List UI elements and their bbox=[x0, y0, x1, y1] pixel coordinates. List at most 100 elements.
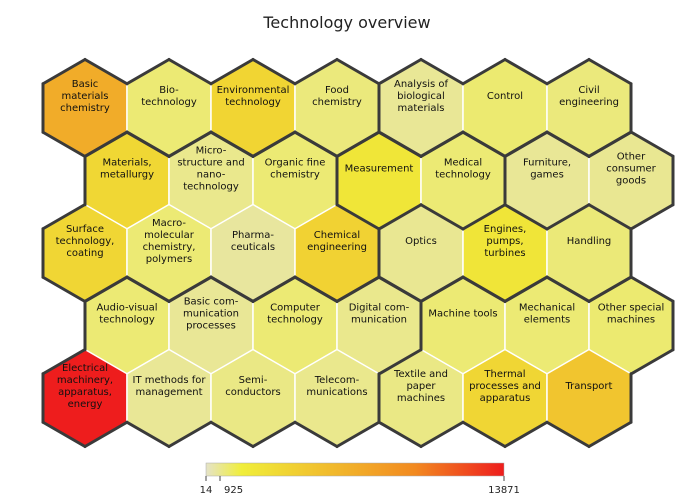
hex-label-line: apparatus, bbox=[58, 387, 112, 398]
group-border-edge bbox=[251, 58, 297, 86]
group-border-edge bbox=[419, 275, 465, 303]
group-border-edge bbox=[209, 420, 255, 448]
group-border-edge bbox=[293, 58, 339, 86]
hex-label-line: paper bbox=[406, 381, 436, 392]
group-border-edge bbox=[377, 58, 423, 86]
hex-label: Civil engineering bbox=[559, 85, 619, 108]
hex-label-line: chemistry bbox=[60, 103, 110, 114]
hex-label-line: goods bbox=[616, 176, 646, 187]
hex-label-line: Measurement bbox=[345, 164, 414, 175]
group-border-edge bbox=[587, 275, 633, 303]
hex-label: Macro-molecular chemistry, polymers bbox=[143, 218, 196, 265]
hex-label-line: Furniture, bbox=[523, 158, 571, 169]
hex-label-line: Semi- bbox=[239, 375, 268, 386]
group-border-edge bbox=[41, 348, 87, 376]
group-border-edge bbox=[377, 420, 423, 448]
group-border-edge bbox=[377, 130, 423, 158]
group-border-edge bbox=[209, 58, 255, 86]
hex-label: Machine tools bbox=[428, 309, 497, 320]
hex-label-line: Digital com- bbox=[349, 303, 410, 314]
hex-label-line: Analysis of bbox=[394, 79, 448, 90]
group-border-edge bbox=[335, 58, 381, 86]
hex-label-line: Computer bbox=[270, 303, 321, 314]
hex-label-line: IT methods for bbox=[133, 375, 207, 386]
hex-label-line: technology bbox=[267, 315, 323, 326]
hex-label-line: Bio- bbox=[159, 85, 179, 96]
group-border-edge bbox=[503, 58, 549, 86]
hex-label: Handling bbox=[567, 236, 612, 247]
hex-label-line: Thermal bbox=[483, 369, 525, 380]
hex-label-line: molecular bbox=[144, 230, 195, 241]
group-border-edge bbox=[503, 130, 549, 158]
hex-label: Micro-structure and nano-technology bbox=[177, 146, 244, 193]
hex-label-line: consumer bbox=[606, 164, 656, 175]
hex-label-line: Electrical bbox=[62, 363, 108, 374]
group-border-edge bbox=[503, 275, 549, 303]
hex-label: Semi-conductors bbox=[225, 375, 281, 398]
group-border-edge bbox=[335, 203, 381, 231]
group-border-edge bbox=[293, 275, 339, 303]
hex-label-line: Chemical bbox=[314, 230, 360, 241]
group-border-edge bbox=[41, 58, 87, 86]
group-border-edge bbox=[629, 130, 675, 158]
hex-label-line: Surface bbox=[66, 224, 104, 235]
hex-label-line: turbines bbox=[484, 248, 525, 259]
hex-label-line: management bbox=[136, 387, 203, 398]
hex-label-line: Pharma- bbox=[232, 230, 274, 241]
group-border-edge bbox=[587, 203, 633, 231]
group-border-edge bbox=[545, 58, 591, 86]
group-border-edge bbox=[41, 130, 87, 158]
group-border-edge bbox=[629, 203, 675, 231]
group-borders bbox=[41, 58, 675, 448]
hex-label-line: elements bbox=[524, 315, 570, 326]
hex-label: Medical technology bbox=[435, 158, 491, 181]
hex-label-line: munication bbox=[351, 315, 407, 326]
group-border-edge bbox=[251, 275, 297, 303]
hex-label-line: games bbox=[530, 170, 564, 181]
hex-cell: Electrical machinery, apparatus, energy bbox=[42, 348, 128, 448]
hex-label-line: Materials, bbox=[102, 158, 151, 169]
hex-label-line: engineering bbox=[307, 242, 367, 253]
hex-label: Food chemistry bbox=[312, 85, 362, 108]
hex-label: Other consumer goods bbox=[606, 152, 656, 187]
hex-label-line: biological bbox=[397, 91, 445, 102]
group-border-edge bbox=[461, 130, 507, 158]
hex-label: Basic materials chemistry bbox=[60, 79, 110, 114]
group-border-edge bbox=[377, 348, 423, 376]
hex-label: Analysis of biological materials bbox=[394, 79, 448, 114]
hex-label: Materials, metallurgy bbox=[100, 158, 154, 181]
hex-label-line: conductors bbox=[225, 387, 281, 398]
hex-label-line: polymers bbox=[146, 254, 192, 265]
hex-label-line: materials bbox=[62, 91, 109, 102]
hex-label: Engines, pumps, turbines bbox=[484, 224, 527, 259]
group-border-edge bbox=[335, 275, 381, 303]
hex-label-line: chemistry bbox=[312, 97, 362, 108]
hex-label-line: Medical bbox=[444, 158, 482, 169]
hex-label-line: Textile and bbox=[393, 369, 448, 380]
group-border-edge bbox=[335, 130, 381, 158]
hex-label-line: Handling bbox=[567, 236, 612, 247]
hex-label: Pharma-ceuticals bbox=[231, 230, 275, 253]
hex-label-line: machinery, bbox=[57, 375, 113, 386]
group-border-edge bbox=[293, 420, 339, 448]
hex-label-line: Other special bbox=[598, 303, 664, 314]
hex-label: Mechanical elements bbox=[519, 303, 575, 326]
hex-label-line: pumps, bbox=[486, 236, 523, 247]
color-scale-bar bbox=[205, 462, 505, 477]
hex-label: IT methods for management bbox=[133, 375, 207, 398]
hex-label-line: Organic fine bbox=[265, 158, 326, 169]
hex-cell: Thermal processes and apparatus bbox=[462, 348, 548, 448]
hex-label-line: munications bbox=[306, 387, 367, 398]
group-border-edge bbox=[419, 420, 465, 448]
group-border-edge bbox=[251, 130, 297, 158]
hex-label: Furniture, games bbox=[523, 158, 571, 181]
hex-label-line: energy bbox=[68, 399, 103, 410]
hex-label-line: chemistry bbox=[270, 170, 320, 181]
hex-label-line: Optics bbox=[405, 236, 437, 247]
hex-label-line: technology bbox=[435, 170, 491, 181]
hex-label-line: apparatus bbox=[480, 393, 531, 404]
group-border-edge bbox=[545, 203, 591, 231]
hex-label-line: metallurgy bbox=[100, 170, 154, 181]
hex-label: Organic fine chemistry bbox=[265, 158, 326, 181]
